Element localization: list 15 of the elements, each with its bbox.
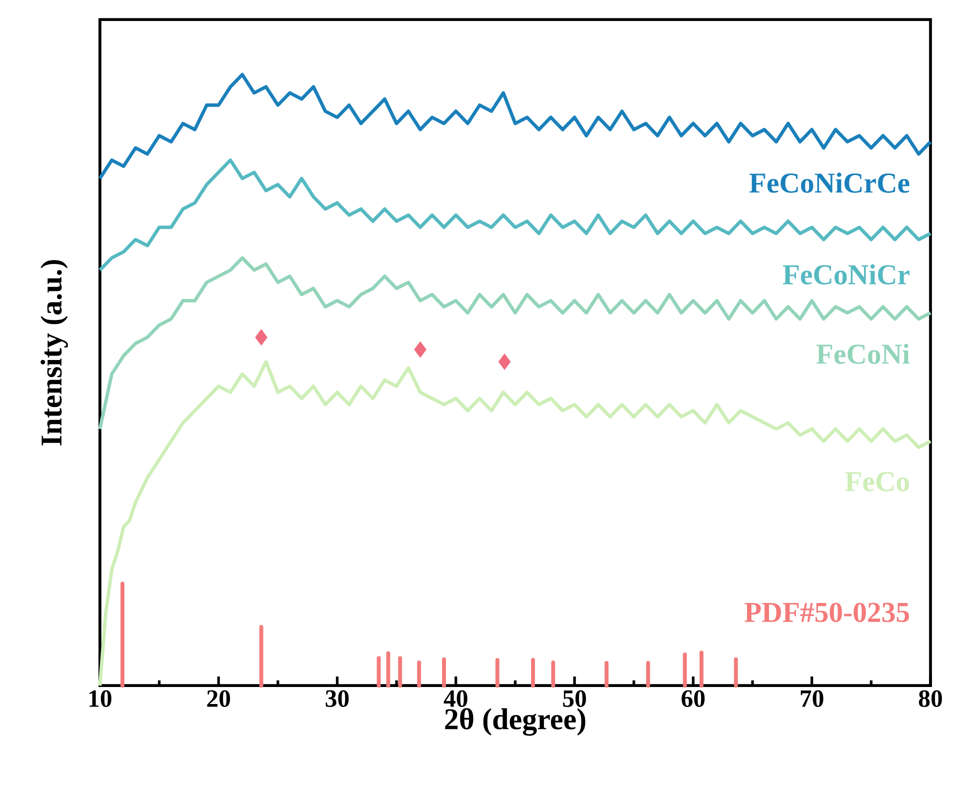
x-axis-title: 2θ (degree) (445, 708, 586, 736)
x-tick-label: 10 (89, 690, 112, 707)
x-tick-label: 50 (563, 690, 586, 707)
x-tick-label: 40 (444, 690, 468, 707)
series-label: FeCo (845, 472, 909, 492)
x-tick-label: 30 (326, 690, 349, 707)
x-tick-label: 70 (800, 690, 824, 707)
series-label: PDF#50-0235 (744, 602, 910, 622)
x-tick-label: 80 (918, 690, 942, 707)
series-label: FeCoNi (816, 344, 910, 364)
series-label: FeCoNiCr (782, 264, 910, 284)
x-tick-label: 60 (682, 690, 705, 707)
x-tick-label: 20 (207, 690, 230, 707)
y-axis-title: Intensity (a.u.) (40, 260, 68, 446)
series-label: FeCoNiCrCe (749, 172, 910, 193)
